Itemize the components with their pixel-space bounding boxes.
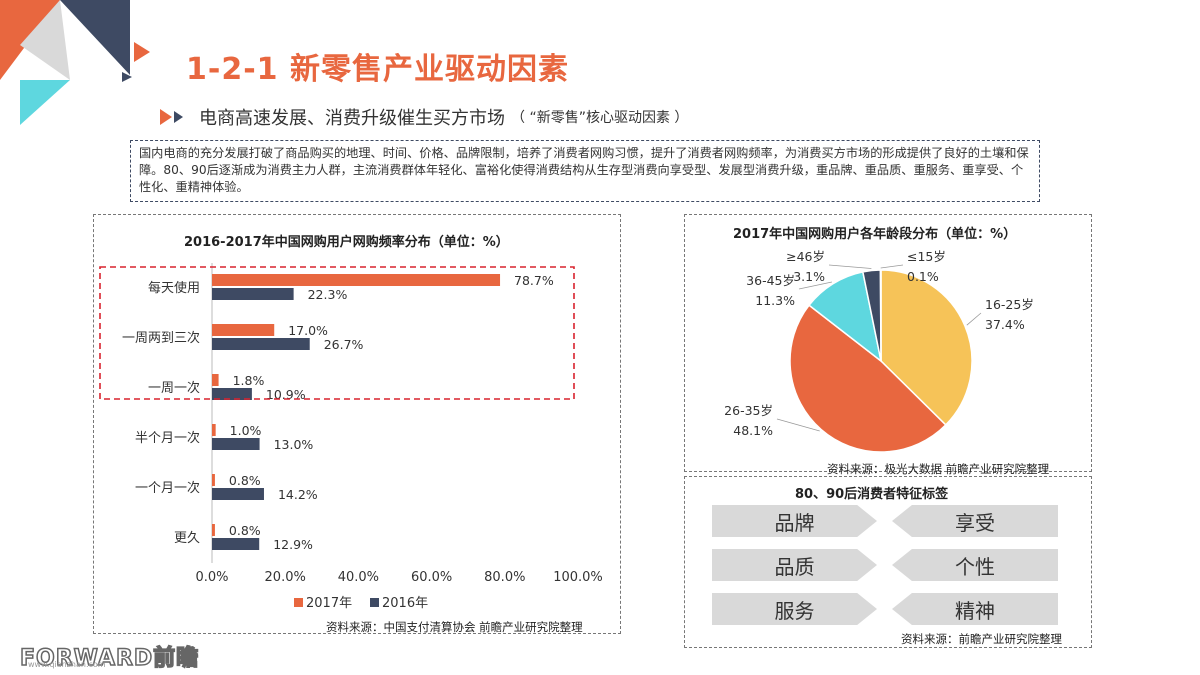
bar-value-label: 26.7%	[324, 337, 364, 352]
age-pie-title: 2017年中国网购用户各年龄段分布（单位：%）	[733, 227, 1017, 242]
bar-value-label: 12.9%	[273, 537, 313, 552]
bar-value-label: 0.8%	[229, 473, 261, 488]
bar-2017	[212, 474, 215, 486]
bar-value-label: 17.0%	[288, 323, 328, 338]
bar-value-label: 0.8%	[229, 523, 261, 538]
x-tick-label: 60.0%	[411, 570, 452, 585]
pie-slice-label: ≥46岁	[786, 249, 825, 264]
legend-swatch	[294, 598, 303, 607]
bar-value-label: 13.0%	[274, 437, 314, 452]
pie-slice-pct: 37.4%	[985, 317, 1025, 332]
frequency-chart-source: 资料来源：中国支付清算协会 前瞻产业研究院整理	[326, 620, 583, 634]
pie-leader-line	[966, 312, 982, 326]
pie-leader-line	[828, 264, 872, 269]
pie-slice-label: 36-45岁	[746, 273, 795, 288]
tags-source: 资料来源：前瞻产业研究院整理	[901, 632, 1062, 646]
tag-enjoyment: 享受	[892, 505, 1058, 537]
bar-2016	[212, 338, 310, 350]
pie-slice	[879, 269, 882, 362]
category-label: 一周两到三次	[122, 330, 200, 346]
pie-slice-label: 26-35岁	[724, 403, 773, 418]
age-pie-source: 资料来源：极光大数据 前瞻产业研究院整理	[827, 462, 1050, 476]
tag-brand: 品牌	[712, 505, 877, 537]
bar-2016	[212, 388, 252, 400]
bar-2017	[212, 324, 275, 336]
bar-2016	[212, 438, 260, 450]
tags-title: 80、90后消费者特征标签	[795, 487, 949, 502]
bar-2016	[212, 538, 260, 550]
pie-slice	[808, 270, 883, 363]
frequency-bar-chart: 每天使用 78.7% 22.3% 一周两到三次 17.0%26.7% 一周一次 1.8% 10…	[99, 263, 603, 611]
x-tick-label: 0.0%	[195, 570, 228, 585]
legend-label: 2016年	[382, 596, 428, 611]
legend-swatch	[370, 598, 379, 607]
pie-slice-label: 16-25岁	[985, 297, 1034, 312]
subtitle: 电商高速发展、消费升级催生买方市场 （ “新零售”核心驱动因素 ）	[160, 104, 688, 130]
bar-value-label: 1.0%	[230, 423, 262, 438]
consumer-tags-panel: 80、90后消费者特征标签 品牌 品质 服务 享受 个性 精神 资料来源：前瞻产…	[684, 476, 1092, 648]
forward-logo: FORWARD前瞻	[19, 645, 200, 672]
subtitle-paren: （ “新零售”核心驱动因素 ）	[511, 110, 689, 126]
bar-2017	[212, 374, 219, 386]
frequency-chart-panel: 2016-2017年中国网购用户网购频率分布（单位：%） 每天使用 78.7% 22…	[93, 214, 621, 634]
frequency-chart-title: 2016-2017年中国网购用户网购频率分布（单位：%）	[184, 235, 509, 250]
pie-slice-pct: 0.1%	[907, 269, 939, 284]
tag-service: 服务	[712, 593, 877, 625]
tag-quality: 品质	[712, 549, 877, 581]
bar-value-label: 14.2%	[278, 487, 318, 502]
age-pie-panel: 2017年中国网购用户各年龄段分布（单位：%） 16-25岁 37.4% 26-35…	[684, 214, 1092, 476]
pie-slice-label: ≤15岁	[907, 249, 946, 264]
subtitle-text: 电商高速发展、消费升级催生买方市场	[199, 108, 505, 129]
pie-slice	[789, 304, 947, 453]
bar-2016	[212, 488, 264, 500]
highlight-box	[99, 266, 575, 400]
bar-2017	[212, 524, 215, 536]
pie-leader-line	[798, 281, 832, 290]
pie-slice-pct: 48.1%	[733, 423, 773, 438]
footer-url: www.qianzhan.com	[28, 660, 106, 669]
category-label: 一周一次	[148, 380, 200, 396]
pie-slice	[880, 269, 973, 427]
corner-decoration	[0, 0, 150, 125]
bar-2017	[212, 274, 501, 286]
bar-value-label: 22.3%	[308, 287, 348, 302]
category-label: 每天使用	[148, 280, 200, 296]
double-arrow-icon	[160, 109, 183, 125]
bar-value-label: 78.7%	[514, 273, 554, 288]
age-pie-chart: 16-25岁 37.4% 26-35岁 48.1% 36-45岁 11.3% ≥46岁 3.1…	[724, 249, 1034, 453]
category-label: 更久	[174, 531, 200, 546]
category-label: 半个月一次	[135, 430, 200, 446]
x-tick-label: 100.0%	[553, 570, 603, 585]
x-tick-label: 80.0%	[484, 570, 525, 585]
bar-2017	[212, 424, 216, 436]
pie-slice-pct: 3.1%	[793, 269, 825, 284]
pie-leader-line	[776, 418, 820, 432]
category-label: 一个月一次	[135, 480, 200, 496]
x-tick-label: 20.0%	[265, 570, 306, 585]
x-tick-label: 40.0%	[338, 570, 379, 585]
bar-2016	[212, 288, 294, 300]
tag-individuality: 个性	[892, 549, 1058, 581]
legend-label: 2017年	[306, 596, 352, 611]
intro-text-box: 国内电商的充分发展打破了商品购买的地理、时间、价格、品牌限制，培养了消费者网购习…	[130, 140, 1040, 202]
page-title: 1-2-1 新零售产业驱动因素	[186, 52, 569, 87]
tag-spirit: 精神	[892, 593, 1058, 625]
pie-leader-line	[880, 264, 904, 269]
pie-slice-pct: 11.3%	[755, 293, 795, 308]
bar-value-label: 1.8%	[233, 373, 265, 388]
